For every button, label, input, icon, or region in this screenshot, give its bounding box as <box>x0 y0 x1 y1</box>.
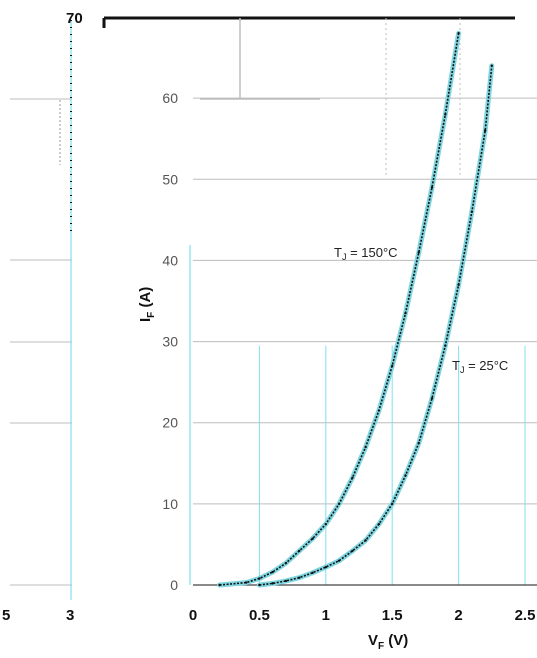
series-point <box>298 549 301 553</box>
series-point <box>258 583 261 587</box>
series-point <box>391 502 394 506</box>
y-axis-title-main: I <box>137 318 154 322</box>
series-line-0 <box>219 33 460 586</box>
series-point <box>377 522 381 526</box>
series-halo-1 <box>256 63 495 588</box>
x-axis-title: VF (V) <box>368 632 408 652</box>
series-point <box>430 397 434 400</box>
series-point <box>324 565 327 569</box>
series-group <box>217 30 495 588</box>
series-point <box>457 32 460 35</box>
overlay-fragments: 5 3 70 <box>2 10 515 624</box>
x-tick-labels: 0 0.5 1 1.5 2 2.5 <box>189 607 536 624</box>
series-point <box>337 559 341 562</box>
series-point <box>470 210 474 213</box>
series-point <box>457 283 460 286</box>
series-point <box>298 576 301 579</box>
ann-rest: = 150°C <box>346 245 397 260</box>
ann-rest: = 25°C <box>464 358 508 373</box>
x-tick-label: 0.5 <box>249 607 270 624</box>
y-axis-top-label: 70 <box>66 10 83 27</box>
y-axis-title-unit: (A) <box>137 287 154 312</box>
overlay-tick-label: 3 <box>66 607 74 624</box>
series-point <box>271 582 274 585</box>
series-point <box>284 561 288 565</box>
y-tick-label: 0 <box>170 577 178 593</box>
series-point <box>404 311 407 315</box>
y-tick-label: 50 <box>162 171 178 187</box>
series-point <box>271 570 274 574</box>
series-halo-0 <box>217 30 462 588</box>
series-point <box>364 445 367 449</box>
series-point <box>311 571 314 575</box>
series-point <box>284 579 288 583</box>
y-tick-labels: 0 10 20 30 40 50 60 <box>162 90 178 593</box>
x-axis-title-sub: F <box>378 641 384 652</box>
x-tick-label: 2.5 <box>515 607 536 624</box>
series-point <box>377 409 381 412</box>
grid <box>193 97 537 586</box>
overlay-tick-label: 5 <box>2 607 10 624</box>
series-point <box>258 577 261 580</box>
x-tick-label: 1 <box>322 607 330 624</box>
y-tick-label: 20 <box>162 415 178 431</box>
series-point <box>337 502 341 506</box>
ann-sub: J <box>342 252 347 262</box>
annotation-tj-150: TJ = 150°C <box>334 245 398 262</box>
y-axis-title: IF (A) <box>137 287 157 322</box>
y-tick-label: 10 <box>162 496 178 512</box>
ann-sub: J <box>460 365 465 375</box>
x-axis-title-main: V <box>368 632 378 649</box>
series-point <box>351 476 354 480</box>
series-point <box>404 474 407 477</box>
series-point <box>244 581 248 584</box>
x-tick-label: 0 <box>189 607 197 624</box>
series-point <box>218 583 221 587</box>
x-tick-label: 1.5 <box>382 607 403 624</box>
y-tick-label: 30 <box>162 334 178 350</box>
series-point <box>351 549 354 553</box>
series-point <box>311 537 314 540</box>
series-point <box>444 113 447 116</box>
series-point <box>444 344 447 347</box>
series-point <box>483 129 487 132</box>
series-point <box>490 64 493 67</box>
series-point <box>430 186 434 189</box>
y-tick-label: 40 <box>162 252 178 268</box>
annotation-tj-25: TJ = 25°C <box>452 358 508 375</box>
series-point <box>364 539 367 542</box>
y-tick-label: 60 <box>162 90 178 106</box>
series-point <box>417 441 420 445</box>
series-point <box>417 251 420 254</box>
x-axis-title-unit: (V) <box>384 632 408 649</box>
series-point <box>391 364 394 368</box>
series-point <box>324 522 327 526</box>
x-tick-label: 2 <box>454 607 462 624</box>
y-axis-title-sub: F <box>146 312 157 318</box>
series-line-1 <box>259 65 493 586</box>
